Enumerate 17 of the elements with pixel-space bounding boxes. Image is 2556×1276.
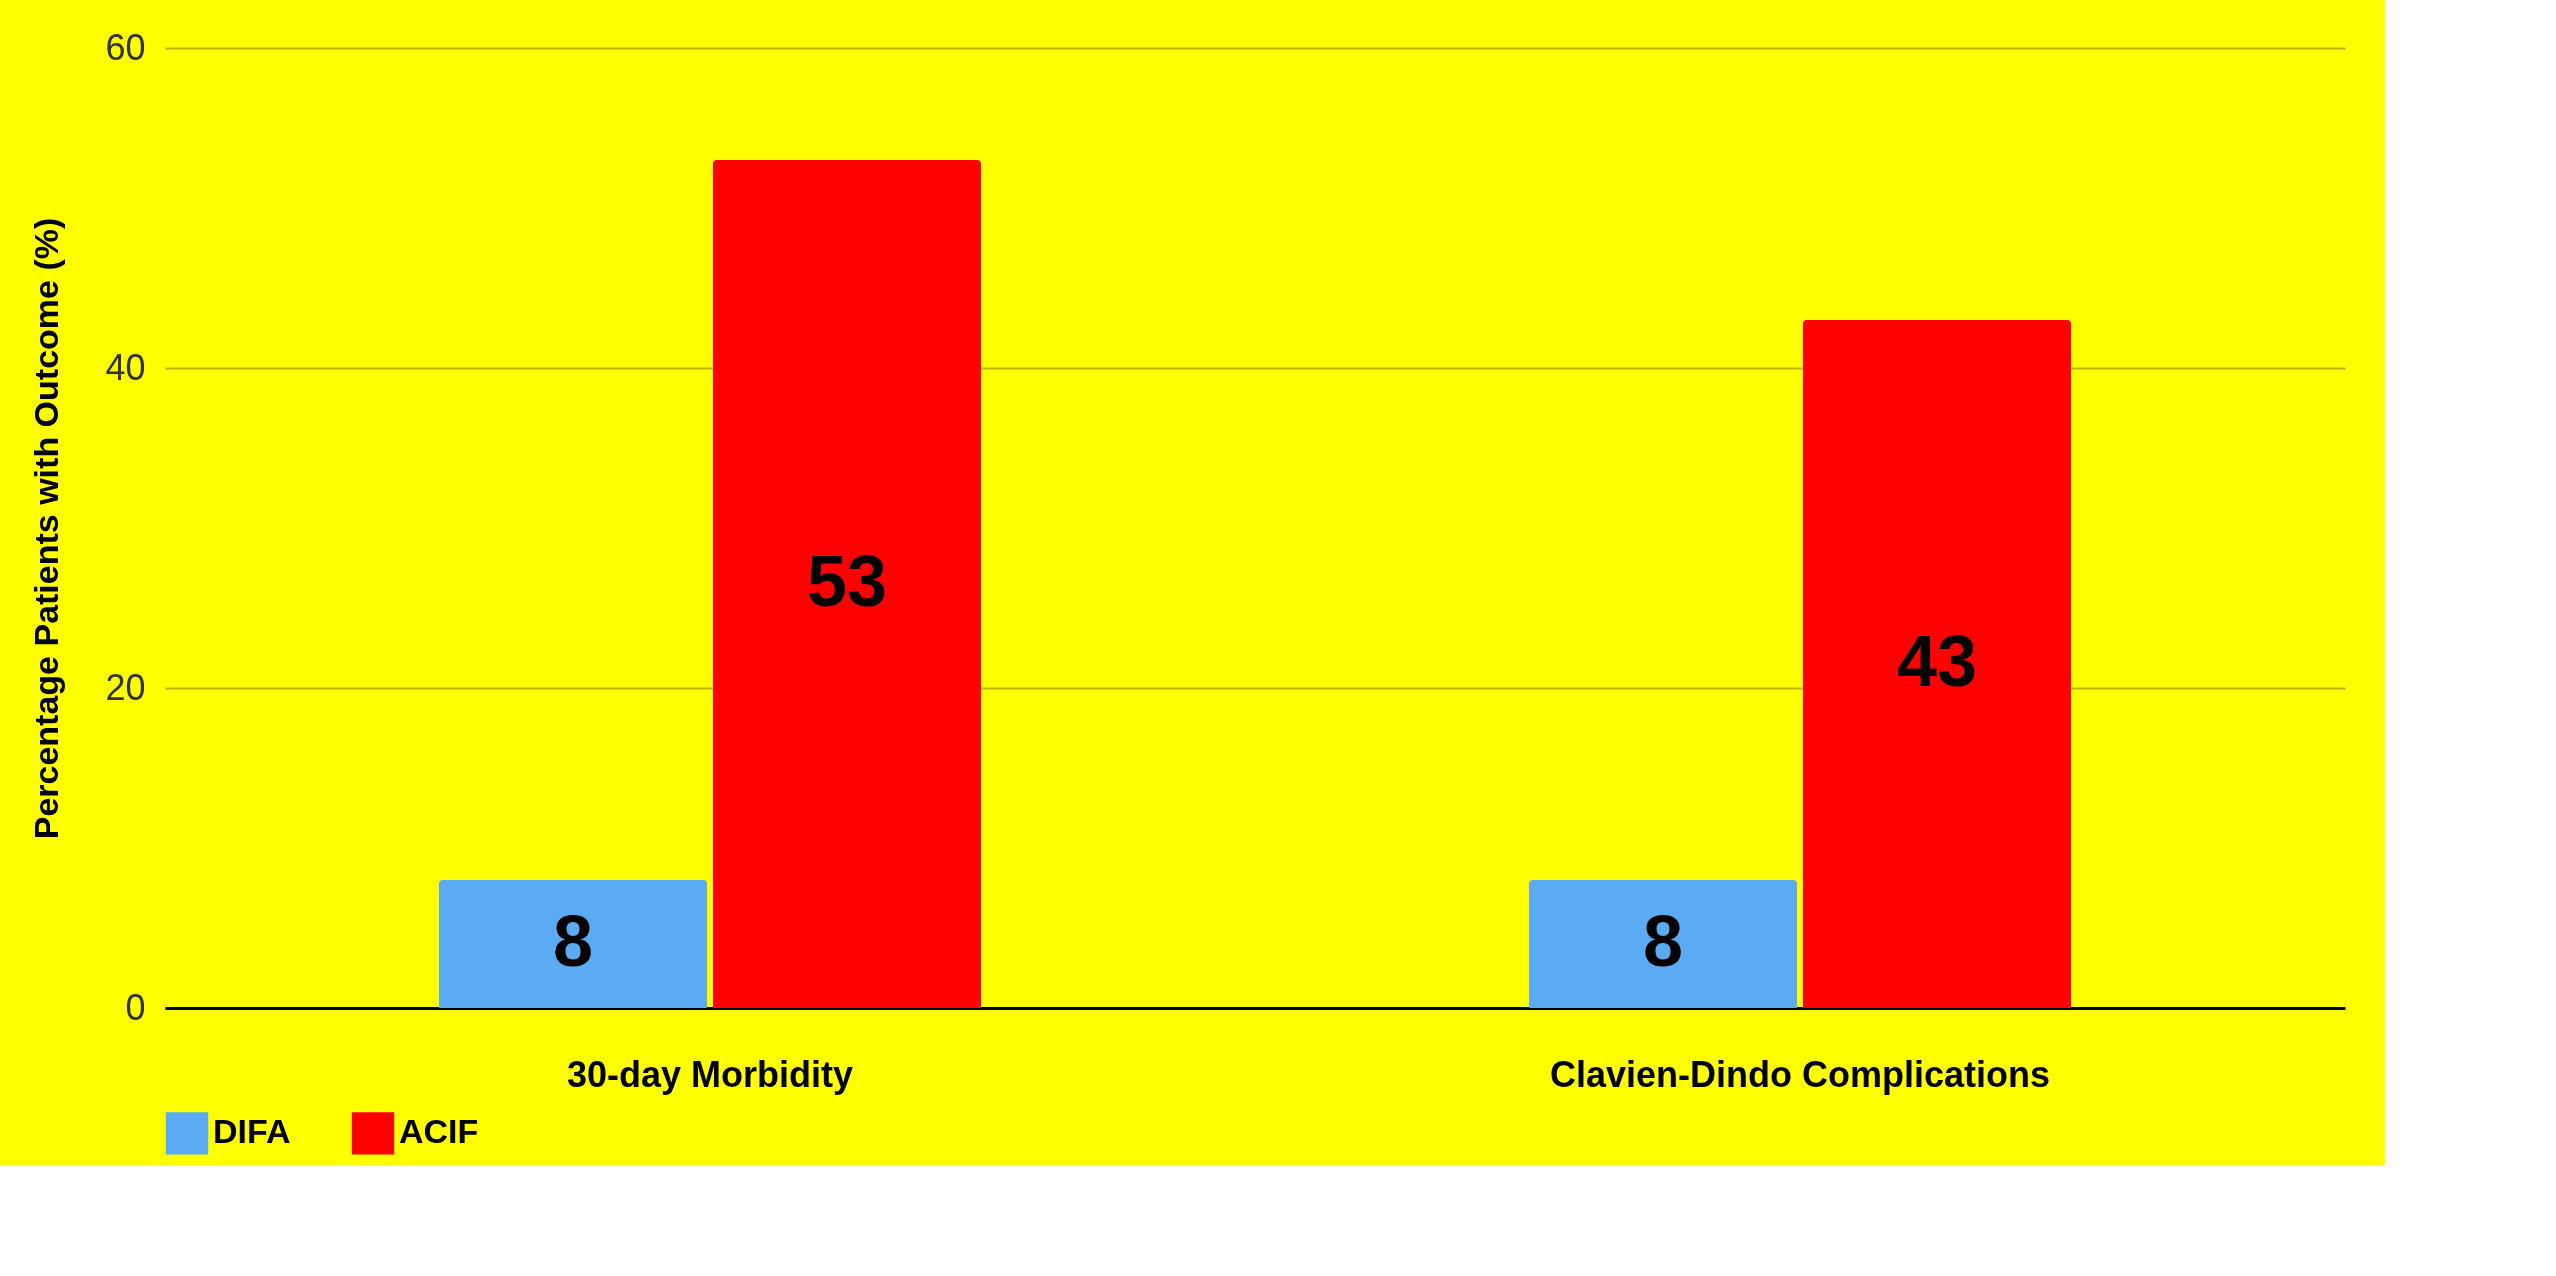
legend-label: ACIF (399, 1112, 479, 1151)
x-tick-label: Clavien-Dindo Complications (1549, 1053, 2051, 1095)
y-tick-label: 20 (105, 666, 146, 708)
bar (712, 160, 982, 1008)
data-label: 43 (1896, 621, 1977, 701)
legend-label: DIFA (213, 1112, 291, 1151)
y-tick-label: 60 (105, 26, 146, 68)
bar (438, 880, 708, 1008)
data-label: 8 (1643, 901, 1684, 981)
data-label: 8 (553, 901, 594, 981)
bar (1528, 880, 1798, 1008)
y-tick-label: 40 (105, 346, 146, 388)
x-tick-label: 30-day Morbidity (566, 1053, 854, 1095)
data-label: 53 (806, 541, 887, 621)
bar (1802, 320, 2072, 1008)
y-axis-title: Percentage Patients with Outcome (%) (27, 217, 66, 840)
y-tick-label: 0 (125, 986, 146, 1028)
